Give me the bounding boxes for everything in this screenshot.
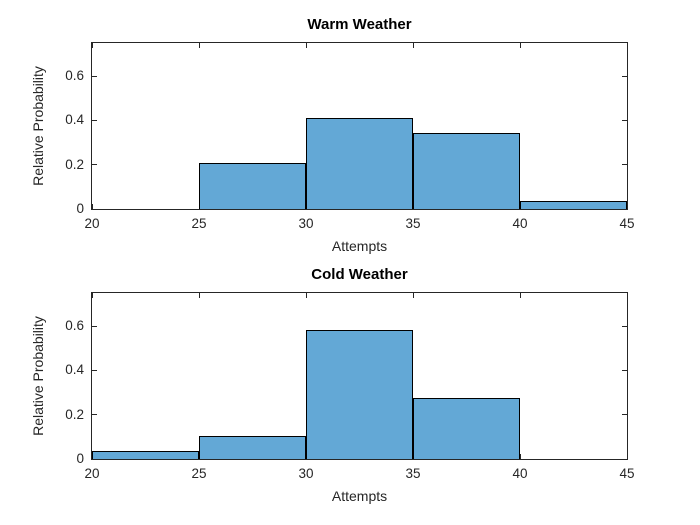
- y-tick-label: 0: [76, 451, 84, 466]
- y-tick-label: 0.2: [65, 406, 84, 422]
- x-tick-label: 25: [191, 466, 207, 481]
- y-tick-mark: [622, 369, 627, 371]
- y-tick-mark: [92, 164, 97, 166]
- x-tick-mark: [626, 293, 628, 298]
- y-tick-mark: [622, 75, 627, 77]
- x-tick-label: 30: [298, 466, 314, 481]
- histogram-bar: [413, 132, 520, 209]
- y-tick-mark: [622, 164, 627, 166]
- x-tick-mark: [198, 43, 200, 48]
- chart-title-cold: Cold Weather: [311, 266, 408, 283]
- x-tick-mark: [305, 43, 307, 48]
- y-tick-label: 0.4: [65, 112, 84, 128]
- y-tick-mark: [622, 458, 627, 460]
- x-tick-label: 35: [405, 466, 421, 481]
- x-tick-mark: [626, 454, 628, 459]
- x-tick-mark: [626, 204, 628, 209]
- chart-title-warm: Warm Weather: [307, 16, 412, 33]
- x-tick-mark: [519, 43, 521, 48]
- y-tick-label: 0.2: [65, 156, 84, 172]
- x-tick-mark: [412, 43, 414, 48]
- x-tick-label: 20: [84, 216, 100, 231]
- histogram-bar: [199, 162, 306, 209]
- x-axis-label-warm: Attempts: [331, 238, 388, 254]
- x-tick-mark: [91, 293, 93, 298]
- y-tick-mark: [622, 325, 627, 327]
- y-tick-mark: [622, 414, 627, 416]
- x-tick-label: 40: [512, 466, 528, 481]
- x-tick-label: 40: [512, 216, 528, 231]
- y-tick-label: 0.6: [65, 318, 84, 334]
- y-tick-label: 0: [76, 201, 84, 216]
- x-tick-label: 45: [619, 466, 635, 481]
- x-tick-mark: [91, 204, 93, 209]
- x-tick-label: 25: [191, 216, 207, 231]
- histogram-bar: [306, 329, 413, 459]
- histogram-bar: [306, 118, 413, 209]
- x-tick-label: 20: [84, 466, 100, 481]
- x-tick-label: 35: [405, 216, 421, 231]
- x-tick-mark: [305, 293, 307, 298]
- x-tick-mark: [198, 293, 200, 298]
- x-tick-mark: [626, 43, 628, 48]
- y-tick-mark: [92, 325, 97, 327]
- x-tick-mark: [412, 293, 414, 298]
- x-tick-label: 30: [298, 216, 314, 231]
- plot-area-cold: [91, 292, 628, 460]
- y-tick-mark: [92, 458, 97, 460]
- y-tick-label: 0.4: [65, 362, 84, 378]
- y-tick-mark: [622, 208, 627, 210]
- x-tick-mark: [519, 293, 521, 298]
- x-tick-mark: [519, 454, 521, 459]
- y-tick-label: 0.6: [65, 68, 84, 84]
- y-tick-mark: [92, 414, 97, 416]
- histogram-bar: [199, 435, 306, 459]
- plot-area-warm: [91, 42, 628, 210]
- histogram-bar: [520, 201, 627, 209]
- y-tick-mark: [622, 119, 627, 121]
- y-tick-mark: [92, 369, 97, 371]
- y-tick-mark: [92, 75, 97, 77]
- x-tick-label: 45: [619, 216, 635, 231]
- histogram-bar: [413, 398, 520, 459]
- y-tick-mark: [92, 208, 97, 210]
- x-axis-label-cold: Attempts: [331, 488, 388, 504]
- x-tick-mark: [91, 43, 93, 48]
- histogram-bar: [92, 451, 199, 459]
- y-tick-mark: [92, 119, 97, 121]
